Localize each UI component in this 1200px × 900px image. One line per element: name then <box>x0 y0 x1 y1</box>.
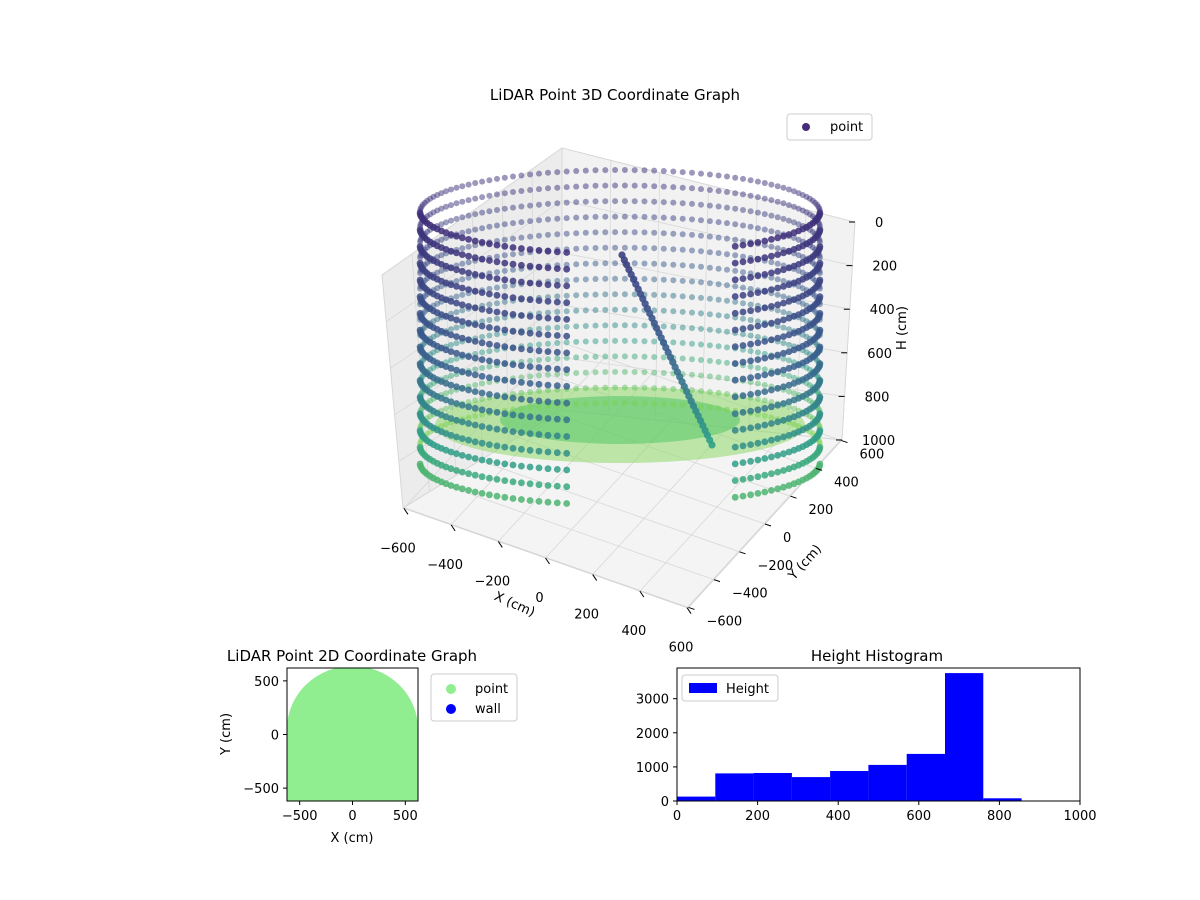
z-tick-label-3d: 800 <box>865 390 890 405</box>
y-tick-label-3d: 600 <box>859 448 884 463</box>
x-tick-label-histogram: 200 <box>745 809 770 824</box>
histogram-bar <box>868 764 907 801</box>
x-tick-label-3d: −400 <box>427 558 463 573</box>
histogram-bar <box>830 771 869 801</box>
x-tick-3d <box>639 590 645 598</box>
x-tick-label-2d: −500 <box>282 809 318 824</box>
chart-3d: LiDAR Point 3D Coordinate Graph −600 −400… <box>380 86 910 656</box>
y-tick-label-histogram: 0 <box>661 795 669 810</box>
z-tick-label-3d: 1000 <box>862 434 895 449</box>
x-axis-label-2d: X (cm) <box>331 831 374 846</box>
y-tick-3d <box>764 523 772 527</box>
y-tick-label-3d: −600 <box>707 614 743 629</box>
x-tick-label-2d: 500 <box>393 809 418 824</box>
y-tick-3d <box>713 579 721 583</box>
y-tick-3d <box>815 467 823 471</box>
y-tick-label-3d: 200 <box>808 503 833 518</box>
plot-area-2d: −500 0 500 −500 0 500 <box>243 667 419 824</box>
x-tick-3d <box>592 574 598 581</box>
histogram-bar <box>945 673 984 801</box>
y-tick-label-3d: 0 <box>783 531 791 546</box>
chart-2d-title: LiDAR Point 2D Coordinate Graph <box>227 647 477 665</box>
y-tick-label-2d: 0 <box>271 729 279 744</box>
legend-2d-label-point: point <box>475 682 508 697</box>
y-tick-label-histogram: 2000 <box>636 727 669 742</box>
histogram-bar <box>906 753 945 801</box>
legend-2d: point wall <box>430 673 518 722</box>
x-tick-3d <box>545 557 550 565</box>
x-tick-label-histogram: 600 <box>906 809 931 824</box>
x-tick-label-histogram: 1000 <box>1063 809 1096 824</box>
series-point-3d <box>416 167 824 507</box>
y-tick-label-2d: 500 <box>254 675 279 690</box>
x-axis-label-3d: X (cm) <box>492 589 537 620</box>
legend-histogram-frame <box>681 674 779 702</box>
y-tick-3d <box>688 606 695 610</box>
x-tick-label-3d: 400 <box>621 624 646 639</box>
x-tick-label-3d: −600 <box>380 541 416 556</box>
legend-3d: point <box>786 113 873 141</box>
legend-3d-frame <box>786 113 873 141</box>
legend-2d-marker-point <box>446 684 456 694</box>
y-tick-label-histogram: 1000 <box>636 761 669 776</box>
y-tick-label-3d: 400 <box>834 475 859 490</box>
y-tick-3d <box>790 495 797 499</box>
chart-3d-title: LiDAR Point 3D Coordinate Graph <box>490 86 740 104</box>
histogram-bar <box>715 773 754 801</box>
z-axis-label-3d: H (cm) <box>895 306 910 350</box>
x-tick-label-histogram: 400 <box>826 809 851 824</box>
legend-histogram: Height <box>681 674 779 702</box>
x-tick-3d <box>497 541 503 548</box>
legend-2d-label-wall: wall <box>475 702 501 717</box>
legend-histogram-label: Height <box>726 682 769 697</box>
x-tick-label-3d: 600 <box>669 641 694 656</box>
legend-2d-marker-wall <box>446 704 456 714</box>
y-tick-label-histogram: 3000 <box>636 693 669 708</box>
y-tick-label-3d: −200 <box>758 559 794 574</box>
x-tick-label-2d: 0 <box>348 809 356 824</box>
legend-histogram-swatch <box>689 683 717 693</box>
plot-frame-histogram <box>676 667 1081 802</box>
z-tick-label-3d: 200 <box>872 260 897 275</box>
histogram-bar <box>753 773 792 801</box>
histogram-title: Height Histogram <box>811 647 943 665</box>
histogram-bar <box>983 798 1022 801</box>
z-tick-label-3d: 0 <box>875 216 883 231</box>
x-tick-3d <box>450 524 456 532</box>
y-tick-label-3d: −400 <box>732 587 768 602</box>
y-tick-3d <box>739 551 746 555</box>
x-tick-label-3d: −200 <box>474 574 510 589</box>
legend-3d-label-point: point <box>830 120 863 135</box>
series-point-2d <box>287 668 418 801</box>
y-axis-label-2d: Y (cm) <box>219 713 234 756</box>
z-tick-label-3d: 400 <box>870 303 895 318</box>
x-tick-label-histogram: 0 <box>673 809 681 824</box>
chart-histogram: Height Histogram 0 200 400 600 800 1000 0 1000 2… <box>636 647 1097 824</box>
x-tick-3d <box>403 508 409 515</box>
x-tick-label-3d: 0 <box>535 591 543 606</box>
legend-3d-marker-point <box>802 123 810 131</box>
histogram-bar <box>791 777 831 801</box>
y-tick-3d <box>841 440 848 444</box>
x-tick-3d <box>686 607 692 614</box>
x-tick-label-histogram: 800 <box>987 809 1012 824</box>
z-tick-label-3d: 600 <box>867 347 892 362</box>
x-tick-label-3d: 200 <box>574 608 599 623</box>
ticks-3d: −600−400−2000200400600−600−400−200020040… <box>380 216 897 656</box>
histogram-bar <box>677 796 716 801</box>
y-tick-label-2d: −500 <box>243 782 279 797</box>
chart-2d: LiDAR Point 2D Coordinate Graph −500 0 500… <box>219 647 518 846</box>
